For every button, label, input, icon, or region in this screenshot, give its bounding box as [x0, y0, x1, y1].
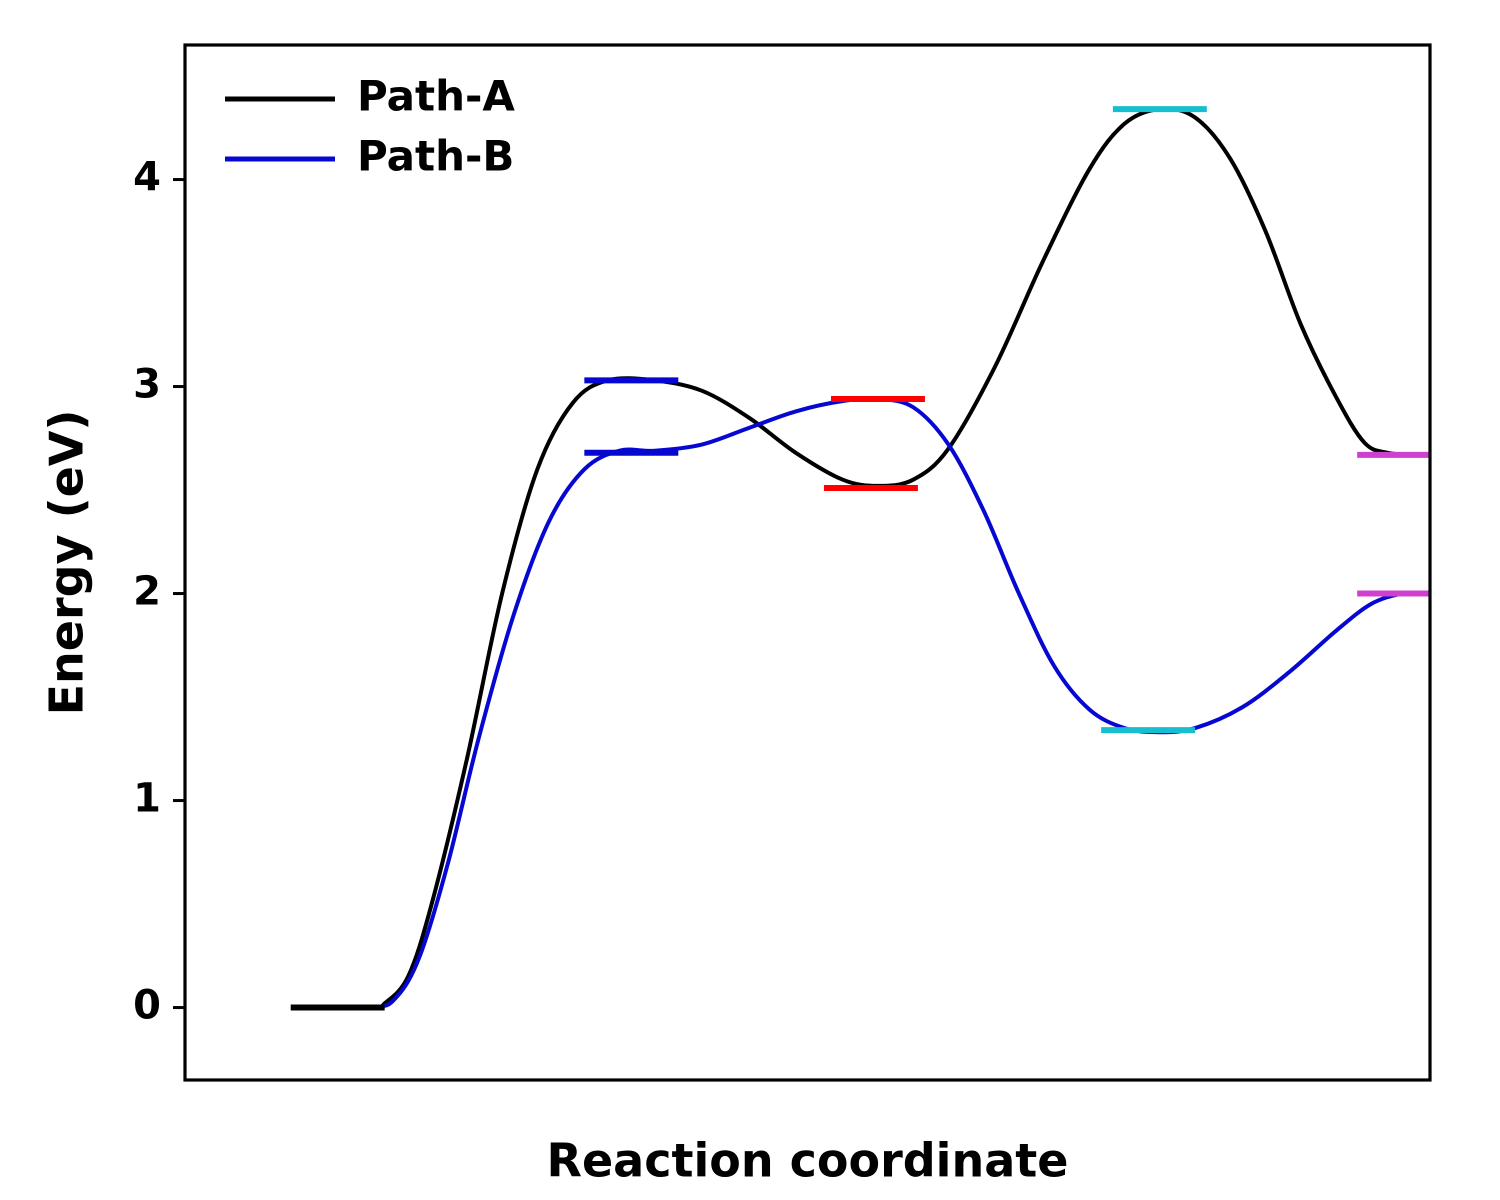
chart-container: 0 1 2 3 4 Energy (eV) Reaction coordinate Path-… [0, 0, 1500, 1200]
energy-profile-chart: 0 1 2 3 4 Energy (eV) Reaction coordinate Path-… [0, 0, 1500, 1200]
legend-label-1: Path-B [357, 132, 514, 181]
y-tick-label: 0 [133, 983, 161, 1029]
y-axis-label: Energy (eV) [40, 410, 94, 716]
y-tick-label: 1 [133, 776, 161, 822]
chart-background [0, 0, 1500, 1200]
legend-label-0: Path-A [357, 72, 515, 121]
y-tick-label: 2 [133, 569, 161, 615]
x-axis-label: Reaction coordinate [547, 1133, 1069, 1187]
y-tick-label: 3 [133, 362, 161, 408]
y-tick-label: 4 [133, 155, 161, 201]
